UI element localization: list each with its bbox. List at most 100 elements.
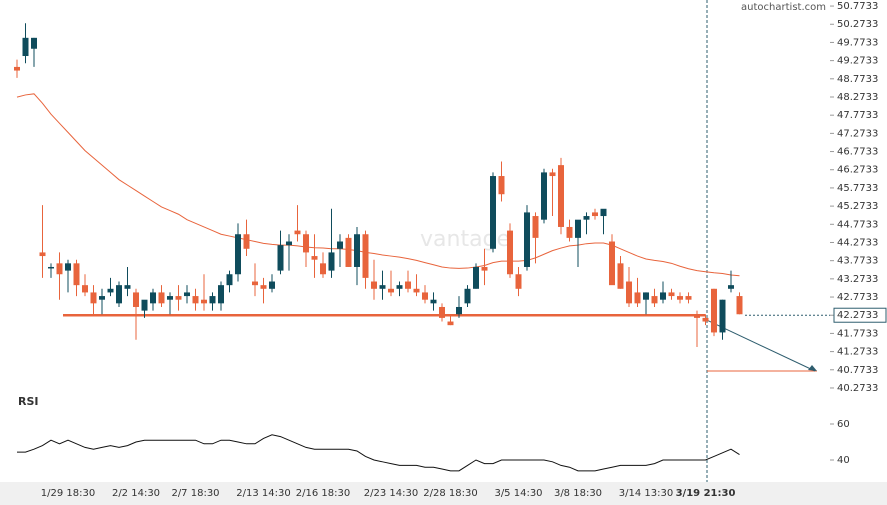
candle-body <box>175 296 182 300</box>
arrow-head <box>808 364 817 371</box>
candle-body <box>354 234 360 267</box>
y-tick-label: 44.2733 <box>837 237 878 248</box>
candle-body <box>107 288 114 293</box>
candle-body <box>456 306 462 315</box>
tick-highlight <box>833 307 887 323</box>
x-tick-label: 2/16 18:30 <box>296 488 350 499</box>
x-tick-label: 3/5 14:30 <box>494 488 542 499</box>
candle-body <box>541 172 547 220</box>
candle-body <box>252 281 258 286</box>
y-tick-label: 40.2733 <box>837 383 878 394</box>
candle-body <box>277 245 284 271</box>
candle-body <box>413 288 420 293</box>
x-tick-label: 3/14 13:30 <box>619 488 673 499</box>
candle-body <box>99 296 105 300</box>
watermark: vantage <box>420 227 510 252</box>
candle-body <box>82 285 88 293</box>
y-tick-label: 50.2733 <box>837 19 878 30</box>
site-label: autochartist.com <box>741 2 826 13</box>
y-tick-label: 47.7733 <box>837 110 878 121</box>
y-tick-label: 42.7733 <box>837 292 878 303</box>
candle-body <box>643 292 649 300</box>
candle-body <box>124 285 131 289</box>
candle-body <box>158 292 165 304</box>
candle-body <box>609 241 615 286</box>
candle-body <box>634 292 641 304</box>
candle-body <box>464 288 471 304</box>
rsi-line <box>17 434 740 472</box>
y-tick-label: 49.7733 <box>837 37 878 48</box>
candle-body <box>371 281 377 289</box>
candle-body <box>524 212 530 267</box>
candle-body <box>694 314 700 318</box>
candle-body <box>303 234 309 253</box>
y-tick-label: 48.7733 <box>837 74 878 85</box>
candle-body <box>515 274 522 289</box>
candle-body <box>447 321 454 326</box>
candle-body <box>558 165 564 227</box>
x-tick-label: 3/8 18:30 <box>554 488 602 499</box>
y-tick-label: 46.7733 <box>837 147 878 158</box>
candle-body <box>719 299 726 333</box>
y-tick-label: 48.2733 <box>837 92 878 103</box>
candle-body <box>328 252 335 271</box>
y-tick-label: 45.7733 <box>837 183 878 194</box>
x-axis-band <box>0 482 887 505</box>
candle-body <box>48 266 54 269</box>
candle-body <box>405 281 411 289</box>
x-tick-label: 2/23 14:30 <box>364 488 418 499</box>
candle-body <box>677 296 683 300</box>
candle-body <box>592 212 598 217</box>
candle-body <box>473 266 479 289</box>
y-tick-label: 41.7733 <box>837 328 878 339</box>
candle-body <box>65 263 71 271</box>
candle-body <box>660 292 666 300</box>
y-tick-label: 40 <box>837 455 850 466</box>
y-tick-label: 44.7733 <box>837 219 878 230</box>
y-tick-label: 40.7733 <box>837 365 878 376</box>
candle-body <box>566 226 573 238</box>
y-tick-label: 43.7733 <box>837 256 878 267</box>
candle-body <box>31 37 37 49</box>
candle-body <box>116 285 122 304</box>
candle-body <box>167 296 173 300</box>
candle-body <box>184 292 190 297</box>
candle-body <box>294 230 301 235</box>
candle-body <box>396 285 403 289</box>
candle-body <box>379 285 386 289</box>
candle-body <box>651 296 658 304</box>
candle-body <box>150 292 156 304</box>
candle-body <box>388 288 394 293</box>
candle-body <box>736 296 743 315</box>
candle-body <box>73 263 80 286</box>
candle-body <box>209 296 216 304</box>
x-tick-label: 1/29 18:30 <box>41 488 95 499</box>
candle-body <box>337 241 343 249</box>
candle-body <box>362 234 369 278</box>
candle-body <box>133 292 139 307</box>
candle-body <box>56 263 63 275</box>
candle-body <box>685 296 692 300</box>
x-tick-label: 2/7 18:30 <box>171 488 219 499</box>
candle-body <box>311 256 318 260</box>
y-tick-label: 50.7733 <box>837 1 878 12</box>
candle-body <box>498 176 505 195</box>
candle-body <box>39 252 46 257</box>
y-tick-label: 49.2733 <box>837 56 878 67</box>
candle-body <box>532 216 539 238</box>
candle-body <box>14 66 20 71</box>
candle-body <box>626 281 632 304</box>
candle-body <box>192 296 199 304</box>
y-tick-label: 45.2733 <box>837 201 878 212</box>
panel-title: RSI <box>18 395 39 408</box>
candle-body <box>141 299 148 311</box>
candle-body <box>583 216 590 220</box>
candle-body <box>22 37 29 57</box>
candle-body <box>286 241 292 246</box>
candle-body <box>345 237 352 267</box>
y-tick-label: 46.2733 <box>837 165 878 176</box>
y-tick-label: 42.2733 <box>837 310 878 321</box>
candle-body <box>575 219 581 238</box>
candle-body <box>600 208 607 217</box>
